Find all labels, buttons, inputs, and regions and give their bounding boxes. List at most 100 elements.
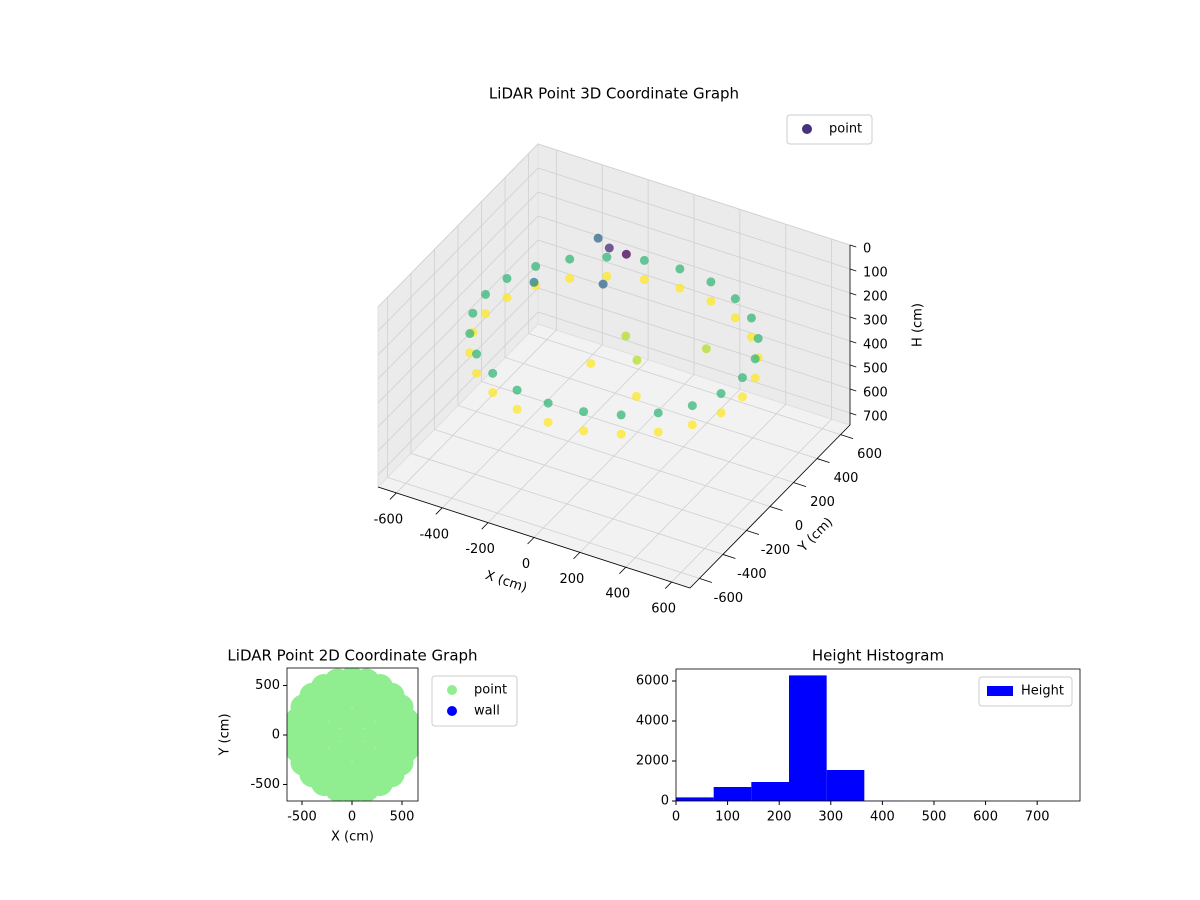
- point: [687, 420, 697, 430]
- legend-label: point: [474, 683, 507, 698]
- legend-label: point: [829, 122, 862, 137]
- point: [565, 254, 575, 264]
- x-tick-label: 600: [973, 810, 998, 825]
- y-tick-label: -600: [714, 591, 744, 606]
- x-tick-label: 400: [605, 587, 630, 602]
- point: [631, 391, 641, 401]
- point: [653, 408, 663, 418]
- point: [316, 721, 342, 748]
- x-tick-mark: [389, 492, 397, 500]
- legend-swatch: [987, 686, 1013, 696]
- bar: [676, 797, 714, 801]
- point: [701, 344, 711, 354]
- point: [488, 368, 498, 378]
- point: [675, 264, 685, 274]
- grid-line: [537, 215, 851, 318]
- grid-line: [377, 167, 539, 332]
- point: [465, 329, 475, 339]
- grid-line: [377, 239, 539, 404]
- point: [565, 273, 575, 283]
- point: [350, 702, 377, 729]
- grid-line: [377, 311, 539, 476]
- point: [602, 271, 612, 281]
- point: [481, 289, 491, 299]
- z-tick-mark: [849, 364, 857, 368]
- y-tick-mark: [816, 458, 830, 463]
- grid-line: [377, 287, 539, 452]
- legend-label: wall: [474, 704, 500, 719]
- x-tick-label: 0: [348, 810, 356, 825]
- y-tick-mark: [793, 482, 807, 487]
- point: [653, 427, 663, 437]
- y-tick-mark: [722, 554, 736, 559]
- x-tick-label: 500: [922, 810, 947, 825]
- point: [579, 407, 589, 417]
- x-tick-mark: [573, 552, 581, 560]
- x-axis-label: X (cm): [331, 830, 374, 845]
- grid-line: [537, 239, 851, 342]
- plot-area: [287, 668, 418, 801]
- x-tick-label: 0: [672, 810, 680, 825]
- grid-line: [434, 429, 747, 531]
- x-tick-label: -200: [465, 542, 495, 557]
- z-tick-mark: [849, 268, 857, 272]
- x-tick-label: -600: [374, 512, 404, 527]
- grid-line: [410, 453, 724, 555]
- y-tick-label: 200: [810, 495, 835, 510]
- point: [746, 313, 756, 323]
- y-tick-label: -400: [737, 567, 767, 582]
- point: [339, 721, 365, 748]
- legend-marker: [802, 124, 812, 134]
- z-axis-label: H (cm): [911, 303, 926, 347]
- y-tick-label: -200: [761, 543, 791, 558]
- grid-line: [377, 263, 539, 428]
- y-tick-label: 0: [272, 727, 280, 742]
- point: [472, 349, 482, 359]
- y-tick-label: -500: [250, 777, 280, 792]
- point: [730, 313, 740, 323]
- point: [706, 277, 716, 287]
- point: [350, 741, 377, 768]
- x-tick-label: 600: [651, 602, 676, 617]
- x-tick-label: 300: [818, 810, 843, 825]
- axes-frame: [675, 668, 1081, 802]
- grid-line: [537, 263, 851, 366]
- z-tick-label: 300: [863, 314, 888, 329]
- legend-marker: [447, 685, 457, 695]
- point: [616, 429, 626, 439]
- chart-title: Height Histogram: [812, 647, 944, 665]
- x-tick-label: 200: [767, 810, 792, 825]
- point: [632, 355, 642, 365]
- legend-frame: [978, 676, 1073, 707]
- y-tick-mark: [699, 578, 713, 583]
- grid-line: [528, 333, 841, 435]
- point: [716, 408, 726, 418]
- y-tick-label: 4000: [636, 714, 669, 729]
- grid-line: [377, 191, 539, 356]
- x-tick-label: 100: [715, 810, 740, 825]
- z-tick-mark: [849, 292, 857, 296]
- x-axis-label: X (cm): [483, 568, 529, 596]
- point: [543, 398, 553, 408]
- y-tick-mark: [746, 530, 760, 535]
- grid-line: [537, 143, 851, 246]
- x-tick-label: 500: [390, 810, 415, 825]
- point: [579, 426, 589, 436]
- point: [339, 682, 365, 709]
- point: [737, 373, 747, 383]
- grid-line: [457, 405, 771, 507]
- y-tick-label: 600: [857, 447, 882, 462]
- point: [327, 702, 354, 729]
- x-tick-label: 400: [870, 810, 895, 825]
- z-tick-label: 500: [863, 362, 888, 377]
- bar: [788, 675, 827, 801]
- point: [373, 741, 400, 768]
- axis-line: [689, 424, 851, 589]
- y-tick-mark: [769, 506, 783, 511]
- x-tick-mark: [435, 507, 443, 515]
- x-tick-mark: [481, 522, 489, 530]
- point: [750, 354, 760, 364]
- grid-line: [377, 215, 539, 380]
- chart-title: LiDAR Point 3D Coordinate Graph: [489, 85, 739, 103]
